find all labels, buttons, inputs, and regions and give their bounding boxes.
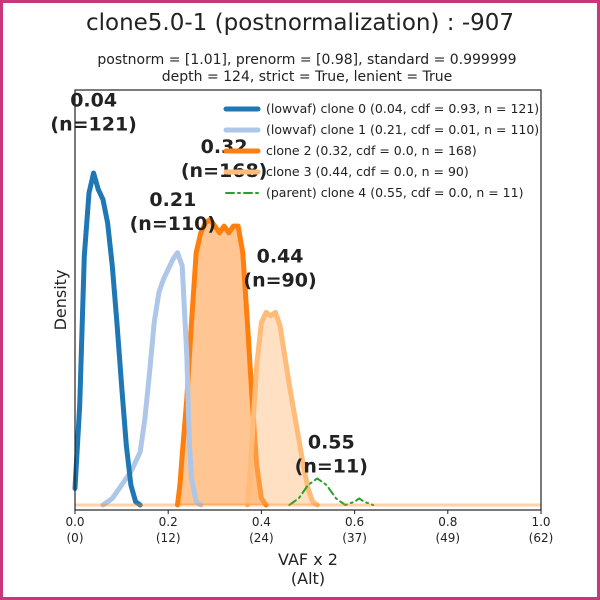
legend: (lowvaf) clone 0 (0.04, cdf = 0.93, n = …	[223, 101, 539, 200]
clone-4-curve	[288, 477, 375, 506]
x-tick-label: 0.2	[159, 515, 178, 529]
peak-count-label: (n=11)	[295, 456, 368, 478]
x-tick-sublabel: (12)	[156, 531, 181, 545]
x-tick-sublabel: (49)	[435, 531, 460, 545]
x-tick-label: 1.0	[531, 515, 550, 529]
clone-0-curve	[72, 170, 143, 508]
peak-count-label: (n=90)	[243, 270, 316, 292]
peak-value-label: 0.32	[201, 136, 248, 158]
chart-subtitle-line2: depth = 124, strict = True, lenient = Tr…	[162, 69, 453, 85]
plot-marks	[72, 170, 541, 508]
x-tick-label: 0.4	[252, 515, 271, 529]
x-tick-label: 0.8	[438, 515, 457, 529]
legend-entry-label: clone 2 (0.32, cdf = 0.0, n = 168)	[266, 143, 477, 158]
x-tick-sublabel: (0)	[67, 531, 84, 545]
x-axis-ticks: 0.0 (0) 0.2 (12) 0.4 (24) 0.6 (37) 0.8 (49) 1.0 (62…	[65, 510, 553, 545]
legend-entry-label: (lowvaf) clone 0 (0.04, cdf = 0.93, n = …	[266, 101, 539, 116]
clone-3-curve	[244, 309, 320, 508]
chart-title: clone5.0-1 (postnormalization) : -907	[86, 10, 514, 36]
x-tick-label: 0.6	[345, 515, 364, 529]
plot-area-border	[74, 89, 542, 511]
x-axis-label: VAF x 2	[278, 550, 338, 569]
x-tick-label: 0.0	[65, 515, 84, 529]
legend-entry-label: (lowvaf) clone 1 (0.21, cdf = 0.01, n = …	[266, 122, 539, 137]
peak-value-label: 0.55	[308, 432, 355, 454]
x-tick-sublabel: (24)	[249, 531, 274, 545]
x-tick-sublabel: (37)	[342, 531, 367, 545]
peak-value-label: 0.44	[257, 246, 304, 268]
peak-value-label: 0.21	[149, 189, 196, 211]
x-axis-sublabel: (Alt)	[291, 569, 325, 588]
peak-count-label: (n=110)	[130, 213, 216, 235]
legend-entry-label: (parent) clone 4 (0.55, cdf = 0.0, n = 1…	[266, 185, 523, 200]
legend-entry-label: clone 3 (0.44, cdf = 0.0, n = 90)	[266, 164, 469, 179]
peak-value-label: 0.04	[70, 90, 117, 112]
chart-subtitle-line1: postnorm = [1.01], prenorm = [0.98], sta…	[97, 52, 516, 68]
peak-count-label: (n=121)	[50, 114, 136, 136]
x-tick-sublabel: (62)	[529, 531, 554, 545]
y-axis-label: Density	[51, 270, 70, 331]
